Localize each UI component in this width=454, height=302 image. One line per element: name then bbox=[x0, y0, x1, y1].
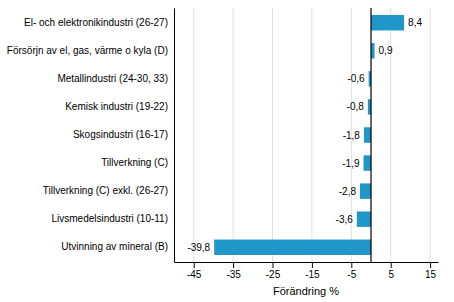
y-tick: Metallindustri (24-30, 33) bbox=[57, 73, 168, 84]
chart-container: -45 -35 -25 -15 -5 5 15 Utvinning av mineral (B… bbox=[0, 0, 454, 302]
x-tick: 15 bbox=[425, 262, 437, 280]
bar bbox=[357, 211, 371, 226]
x-tick-label: -25 bbox=[266, 269, 281, 280]
y-tick: Utvinning av mineral (B) bbox=[61, 241, 168, 252]
y-tick-label: Tillverkning (C) bbox=[101, 157, 168, 168]
x-tick-label: 5 bbox=[388, 269, 394, 280]
bar bbox=[371, 15, 404, 30]
x-axis-line bbox=[175, 262, 439, 263]
data-label: -39,8 bbox=[187, 242, 210, 253]
y-tick-label: Livsmedelsindustri (10-11) bbox=[51, 213, 168, 224]
bar bbox=[364, 127, 371, 142]
y-axis-line bbox=[174, 9, 175, 263]
data-label: 0,9 bbox=[379, 45, 393, 56]
data-label: -0,6 bbox=[347, 73, 365, 84]
bar bbox=[360, 183, 371, 198]
y-tick: Livsmedelsindustri (10-11) bbox=[51, 213, 168, 224]
x-tick: -15 bbox=[305, 262, 320, 280]
grid-line bbox=[311, 8, 312, 262]
x-tick: -5 bbox=[347, 262, 356, 280]
x-tick-mark bbox=[233, 262, 234, 268]
data-label: 8,4 bbox=[408, 17, 422, 28]
grid-line bbox=[272, 8, 273, 262]
y-tick: Kemisk industri (19-22) bbox=[65, 101, 168, 112]
data-label: -0,8 bbox=[347, 101, 365, 112]
x-tick-label: -15 bbox=[305, 269, 320, 280]
x-tick-mark bbox=[273, 262, 274, 268]
y-tick: Skogsindustri (16-17) bbox=[73, 129, 168, 140]
x-tick-label: -5 bbox=[347, 269, 356, 280]
grid-line bbox=[233, 8, 234, 262]
y-tick-label: Utvinning av mineral (B) bbox=[61, 241, 168, 252]
x-tick: -35 bbox=[226, 262, 241, 280]
bar bbox=[214, 240, 371, 255]
y-tick-label: Kemisk industri (19-22) bbox=[65, 101, 168, 112]
y-tick: Försörjn av el, gas, värme o kyla (D) bbox=[7, 45, 168, 56]
y-tick: El- och elektronikindustri (26-27) bbox=[24, 17, 168, 28]
bars bbox=[214, 15, 404, 255]
data-label: -3,6 bbox=[336, 214, 354, 225]
x-axis-title: Förändring % bbox=[273, 285, 339, 297]
y-tick-label: Skogsindustri (16-17) bbox=[73, 129, 168, 140]
y-tick: Tillverkning (C) exkl. (26-27) bbox=[43, 185, 168, 196]
y-tick-label: Tillverkning (C) exkl. (26-27) bbox=[43, 185, 168, 196]
y-tick: Tillverkning (C) bbox=[101, 157, 168, 168]
grid bbox=[194, 8, 430, 262]
x-tick-label: 15 bbox=[425, 269, 437, 280]
x-tick-mark bbox=[430, 262, 431, 268]
y-tick-label: El- och elektronikindustri (26-27) bbox=[24, 17, 168, 28]
data-label: -2,8 bbox=[339, 186, 357, 197]
grid-line bbox=[430, 8, 431, 262]
plot: -45 -35 -25 -15 -5 5 15 Utvinning av mineral (B… bbox=[7, 8, 439, 297]
y-tick-label: Försörjn av el, gas, värme o kyla (D) bbox=[7, 45, 168, 56]
grid-line bbox=[193, 8, 194, 262]
x-tick: -25 bbox=[266, 262, 281, 280]
x-tick-mark bbox=[391, 262, 392, 268]
x-tick: 5 bbox=[388, 262, 394, 280]
y-tick-label: Metallindustri (24-30, 33) bbox=[57, 73, 168, 84]
x-tick: -45 bbox=[187, 262, 202, 280]
data-labels: -39,8 -3,6 -2,8 -1,9 -1,8 -0,8 -0,6 0,9 8,4 bbox=[187, 17, 422, 253]
chart-svg: -45 -35 -25 -15 -5 5 15 Utvinning av mineral (B… bbox=[0, 0, 454, 302]
zero-line bbox=[370, 8, 371, 262]
x-tick-mark bbox=[312, 262, 313, 268]
x-tick-label: -45 bbox=[187, 269, 202, 280]
data-label: -1,8 bbox=[343, 130, 361, 141]
bar bbox=[364, 155, 371, 170]
x-tick-mark bbox=[194, 262, 195, 268]
x-tick-label: -35 bbox=[226, 269, 241, 280]
data-label: -1,9 bbox=[342, 158, 360, 169]
x-tick-mark bbox=[351, 262, 352, 268]
y-axis: Utvinning av mineral (B) Livsmedelsindust… bbox=[7, 9, 175, 263]
x-axis: -45 -35 -25 -15 -5 5 15 bbox=[175, 262, 439, 280]
